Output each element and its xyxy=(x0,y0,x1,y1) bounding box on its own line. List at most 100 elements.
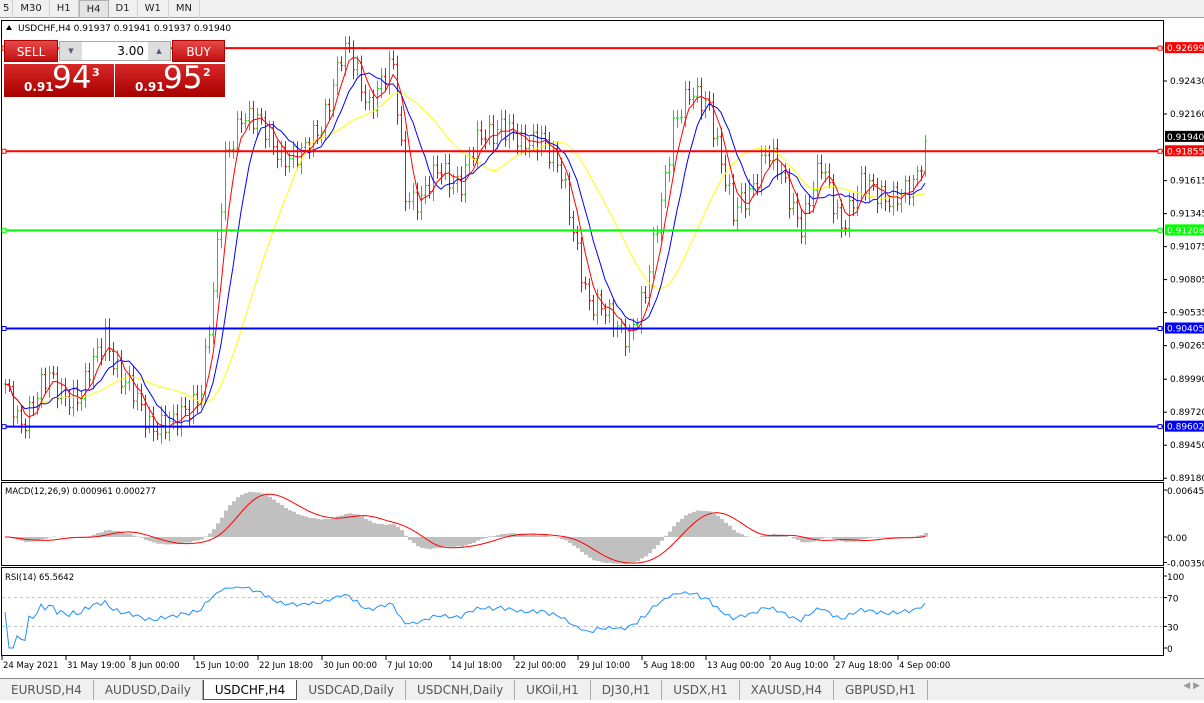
price-bar xyxy=(460,166,463,202)
line-handle[interactable] xyxy=(1,424,7,430)
price-bar xyxy=(892,181,895,216)
line-handle[interactable] xyxy=(1157,227,1163,233)
collapse-triangle-icon[interactable] xyxy=(6,25,12,30)
timeframe-M30[interactable]: M30 xyxy=(13,0,50,18)
macd-histogram-bar xyxy=(828,537,832,538)
macd-histogram-bar xyxy=(592,537,596,561)
macd-histogram-bar xyxy=(120,532,124,537)
tab-scroll-arrows-icon[interactable]: ◀ ▶ xyxy=(1183,681,1200,691)
macd-histogram-bar xyxy=(540,535,544,537)
tab-ukoil-h1[interactable]: UKOil,H1 xyxy=(515,680,591,700)
sell-button[interactable]: SELL xyxy=(4,40,58,62)
macd-histogram-bar xyxy=(620,537,624,564)
macd-histogram-bar xyxy=(268,496,272,537)
line-handle[interactable] xyxy=(1,325,7,331)
macd-histogram-bar xyxy=(220,517,224,537)
macd-histogram-bar xyxy=(172,537,176,544)
price-bar xyxy=(56,366,59,409)
price-bar xyxy=(828,163,831,188)
macd-histogram-bar xyxy=(484,537,488,538)
rsi-pane[interactable] xyxy=(1,567,1164,656)
volume-value[interactable]: 3.00 xyxy=(117,44,144,58)
sell-price-button[interactable]: 0.91 94 3 xyxy=(4,60,114,97)
time-label: 7 Jul 10:00 xyxy=(387,661,433,671)
tab-audusd-daily[interactable]: AUDUSD,Daily xyxy=(94,680,203,700)
tab-usdchf-h4[interactable]: USDCHF,H4 xyxy=(202,680,298,700)
volume-field[interactable]: ▼ 3.00 ▲ xyxy=(59,41,171,61)
price-bar xyxy=(712,92,715,148)
macd-histogram-bar xyxy=(292,511,296,537)
price-bar xyxy=(188,399,191,428)
price-bar xyxy=(208,325,211,354)
tab-usdcnh-daily[interactable]: USDCNH,Daily xyxy=(406,680,516,700)
price-tick-label: 0.89990 xyxy=(1170,375,1204,385)
tab-xauusd-h4[interactable]: XAUUSD,H4 xyxy=(740,680,834,700)
sell-price-sup: 3 xyxy=(92,66,100,79)
line-handle[interactable] xyxy=(1157,45,1163,51)
macd-histogram-bar xyxy=(208,533,212,537)
timeframe-W1[interactable]: W1 xyxy=(138,0,169,18)
time-label: 20 Aug 10:00 xyxy=(771,661,828,671)
price-bar xyxy=(340,56,343,72)
timeframe-H4[interactable]: H4 xyxy=(78,0,109,18)
price-bar xyxy=(20,405,23,434)
tab-dj30-h1[interactable]: DJ30,H1 xyxy=(591,680,663,700)
line-handle[interactable] xyxy=(1157,424,1163,430)
current-price-label: 0.91940 xyxy=(1167,133,1204,143)
timeframe-MN[interactable]: MN xyxy=(169,0,200,18)
macd-histogram-bar xyxy=(152,537,156,543)
macd-histogram-bar xyxy=(864,537,868,539)
macd-histogram-bar xyxy=(156,537,160,544)
macd-histogram-bar xyxy=(664,535,668,537)
tab-gbpusd-h1[interactable]: GBPUSD,H1 xyxy=(834,680,928,700)
chart-header: USDCHF,H4 0.91937 0.91941 0.91937 0.9194… xyxy=(18,24,231,34)
macd-histogram-bar xyxy=(876,537,880,538)
macd-histogram-bar xyxy=(544,535,548,537)
macd-histogram-bar xyxy=(392,524,396,537)
price-bar xyxy=(96,338,99,363)
rsi-line xyxy=(4,586,926,649)
price-bar xyxy=(820,154,823,180)
chart-window[interactable]: USDCHF,H4 0.91937 0.91941 0.91937 0.9194… xyxy=(0,19,1204,677)
line-handle[interactable] xyxy=(1157,325,1163,331)
price-bar xyxy=(852,192,855,216)
line-price-badge xyxy=(1165,322,1204,334)
price-bar xyxy=(844,220,847,236)
macd-pane[interactable] xyxy=(1,482,1164,566)
volume-increase-icon[interactable]: ▲ xyxy=(148,42,170,60)
macd-histogram-bar xyxy=(224,510,228,537)
price-bar xyxy=(800,208,803,244)
macd-histogram-bar xyxy=(888,537,892,539)
sell-price-big: 94 xyxy=(52,60,92,96)
macd-histogram-bar xyxy=(40,537,44,540)
macd-histogram-bar xyxy=(264,495,268,537)
line-handle[interactable] xyxy=(1,148,7,154)
price-pane[interactable] xyxy=(1,20,1164,481)
price-bar xyxy=(812,181,815,214)
volume-decrease-icon[interactable]: ▼ xyxy=(60,42,82,60)
macd-histogram-bar xyxy=(652,537,656,549)
tab-usdcad-daily[interactable]: USDCAD,Daily xyxy=(297,680,406,700)
line-handle[interactable] xyxy=(1157,148,1163,154)
macd-histogram-bar xyxy=(432,537,436,549)
timeframe-H1[interactable]: H1 xyxy=(50,0,79,18)
macd-histogram-bar xyxy=(676,522,680,537)
line-handle[interactable] xyxy=(1,227,7,233)
timeframe-5[interactable]: 5 xyxy=(0,0,14,18)
price-bar xyxy=(564,172,567,189)
price-bar xyxy=(608,299,611,323)
tab-usdx-h1[interactable]: USDX,H1 xyxy=(662,680,740,700)
price-bar xyxy=(220,203,223,249)
macd-histogram-bar xyxy=(716,515,720,537)
tab-eurusd-h4[interactable]: EURUSD,H4 xyxy=(0,680,94,700)
price-bar xyxy=(88,362,91,387)
macd-histogram-bar xyxy=(320,519,324,537)
macd-histogram-bar xyxy=(468,537,472,544)
macd-histogram-bar xyxy=(708,511,712,537)
price-bar xyxy=(376,80,379,118)
buy-price-button[interactable]: 0.91 95 2 xyxy=(115,60,225,97)
macd-histogram-bar xyxy=(792,537,796,539)
buy-button[interactable]: BUY xyxy=(172,40,225,62)
timeframe-D1[interactable]: D1 xyxy=(109,0,138,18)
price-bar xyxy=(664,165,667,209)
